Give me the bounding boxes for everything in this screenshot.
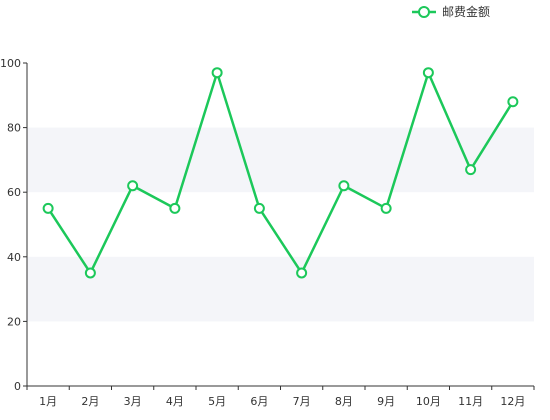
y-tick-label: 20 xyxy=(7,315,21,328)
data-point[interactable] xyxy=(253,202,265,214)
y-axis-ticks: 0 20 40 60 80 100 xyxy=(0,57,27,393)
x-tick-label: 11月 xyxy=(458,395,483,408)
legend-point-marker xyxy=(418,6,430,18)
data-point[interactable] xyxy=(422,67,434,79)
x-tick-label: 6月 xyxy=(250,395,268,408)
x-tick-label: 3月 xyxy=(124,395,142,408)
y-tick-label: 80 xyxy=(7,122,21,135)
grid-bands xyxy=(27,127,534,322)
x-tick-label: 7月 xyxy=(293,395,311,408)
series-line xyxy=(47,71,514,275)
data-point[interactable] xyxy=(127,180,139,192)
y-tick-label: 60 xyxy=(7,186,21,199)
data-point[interactable] xyxy=(169,202,181,214)
grid-band xyxy=(27,127,534,193)
data-point[interactable] xyxy=(338,180,350,192)
legend-label: 邮费金额 xyxy=(442,4,490,19)
x-tick-label: 12月 xyxy=(500,395,525,408)
data-point[interactable] xyxy=(380,202,392,214)
data-point[interactable] xyxy=(42,202,54,214)
data-point[interactable] xyxy=(84,267,96,279)
y-tick-label: 100 xyxy=(0,57,21,70)
x-tick-label: 9月 xyxy=(377,395,395,408)
x-tick-label: 1月 xyxy=(39,395,57,408)
x-axis-ticks: 1月 2月 3月 4月 5月 6月 7月 8月 9月 10月 11月 12月 xyxy=(26,386,535,408)
y-tick-label: 0 xyxy=(14,380,21,393)
legend[interactable]: 邮费金额 xyxy=(412,4,490,19)
axes xyxy=(26,63,534,387)
data-point[interactable] xyxy=(507,96,519,108)
series-group xyxy=(42,67,519,279)
x-tick-label: 8月 xyxy=(335,395,353,408)
x-tick-label: 5月 xyxy=(208,395,226,408)
data-point[interactable] xyxy=(211,67,223,79)
data-point[interactable] xyxy=(296,267,308,279)
grid-band xyxy=(27,256,534,322)
y-tick-label: 40 xyxy=(7,251,21,264)
x-tick-label: 4月 xyxy=(166,395,184,408)
x-tick-label: 10月 xyxy=(416,395,441,408)
x-tick-label: 2月 xyxy=(81,395,99,408)
data-point[interactable] xyxy=(465,164,477,176)
